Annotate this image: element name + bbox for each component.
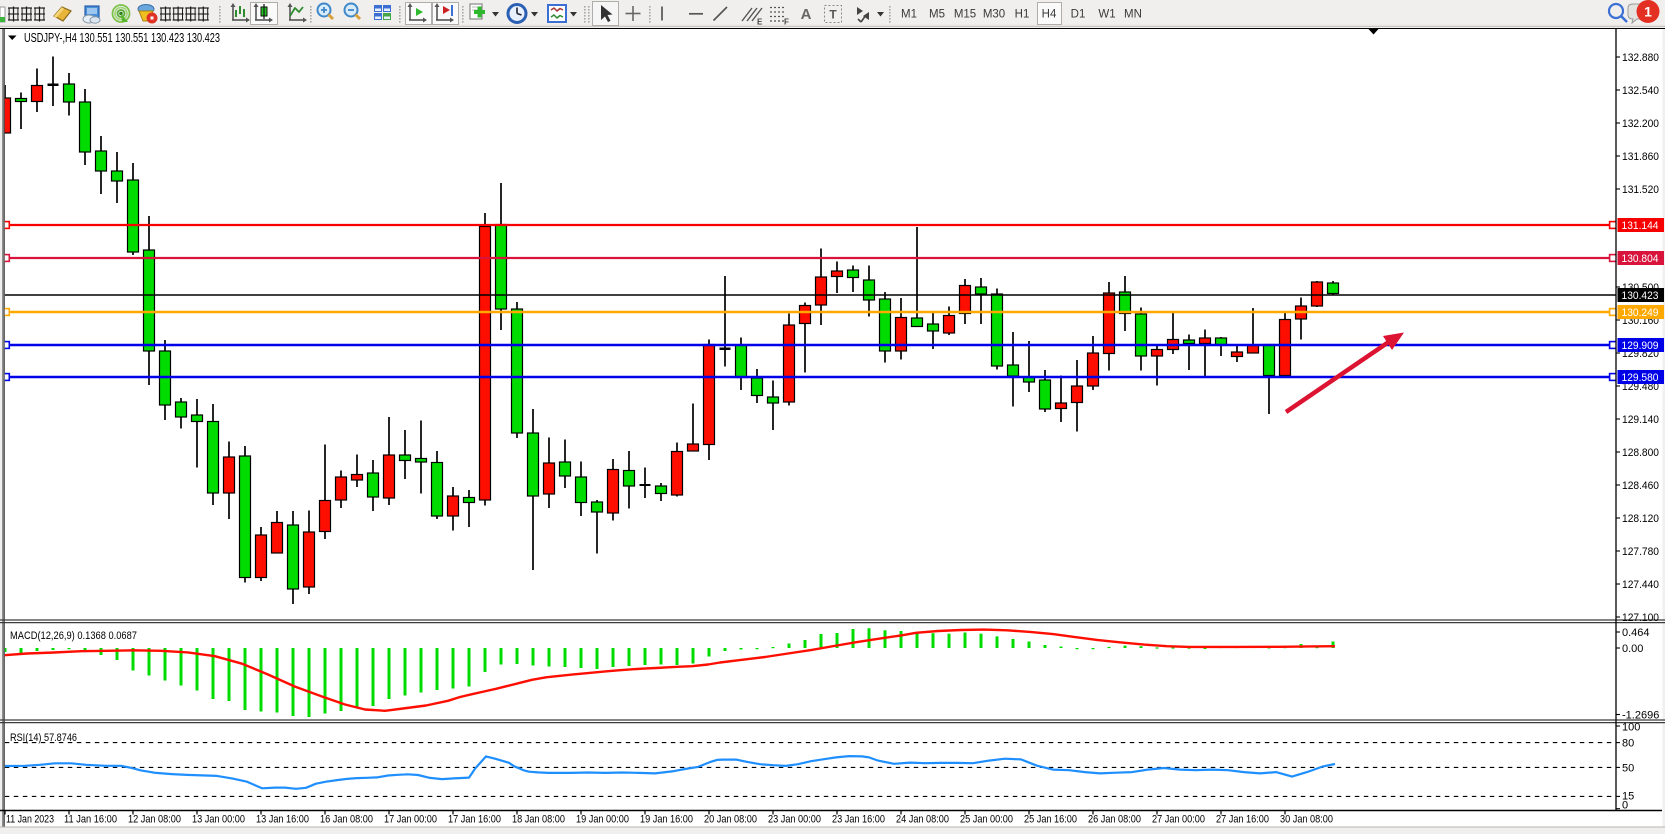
svg-text:13 Jan 16:00: 13 Jan 16:00 xyxy=(256,814,309,826)
svg-text:A: A xyxy=(801,6,812,23)
svg-text:132.200: 132.200 xyxy=(1622,118,1659,130)
svg-text:127.100: 127.100 xyxy=(1622,612,1659,624)
svg-text:131.144: 131.144 xyxy=(1622,220,1659,232)
svg-text:23 Jan 16:00: 23 Jan 16:00 xyxy=(832,814,885,826)
svg-text:18 Jan 08:00: 18 Jan 08:00 xyxy=(512,814,565,826)
svg-text:H1: H1 xyxy=(1015,9,1030,21)
svg-text:27 Jan 16:00: 27 Jan 16:00 xyxy=(1216,814,1269,826)
svg-text:16 Jan 08:00: 16 Jan 08:00 xyxy=(320,814,373,826)
svg-text:T: T xyxy=(829,8,837,22)
svg-text:0.464: 0.464 xyxy=(1622,627,1650,639)
svg-text:130.249: 130.249 xyxy=(1622,307,1659,319)
svg-text:25 Jan 16:00: 25 Jan 16:00 xyxy=(1024,814,1077,826)
svg-text:MN: MN xyxy=(1124,9,1142,21)
svg-text:130.423: 130.423 xyxy=(1622,290,1659,302)
svg-text:MACD(12,26,9) 0.1368 0.0687: MACD(12,26,9) 0.1368 0.0687 xyxy=(10,630,137,642)
svg-text:30 Jan 08:00: 30 Jan 08:00 xyxy=(1280,814,1333,826)
svg-text:13 Jan 00:00: 13 Jan 00:00 xyxy=(192,814,245,826)
svg-text:17 Jan 16:00: 17 Jan 16:00 xyxy=(448,814,501,826)
svg-text:100: 100 xyxy=(1622,722,1640,734)
svg-text:1: 1 xyxy=(1644,4,1652,20)
svg-text:132.540: 132.540 xyxy=(1622,85,1659,97)
svg-text:19 Jan 16:00: 19 Jan 16:00 xyxy=(640,814,693,826)
svg-text:D1: D1 xyxy=(1071,9,1086,21)
svg-text:24 Jan 08:00: 24 Jan 08:00 xyxy=(896,814,949,826)
svg-text:128.460: 128.460 xyxy=(1622,480,1659,492)
svg-text:127.440: 127.440 xyxy=(1622,579,1659,591)
svg-text:131.520: 131.520 xyxy=(1622,184,1659,196)
svg-text:15: 15 xyxy=(1622,791,1634,803)
svg-text:25 Jan 00:00: 25 Jan 00:00 xyxy=(960,814,1013,826)
svg-text:M5: M5 xyxy=(929,9,945,21)
svg-text:128.120: 128.120 xyxy=(1622,513,1659,525)
svg-text:11 Jan 16:00: 11 Jan 16:00 xyxy=(64,814,117,826)
svg-text:RSI(14) 57.8746: RSI(14) 57.8746 xyxy=(10,732,77,744)
svg-text:M15: M15 xyxy=(954,9,976,21)
svg-text:23 Jan 00:00: 23 Jan 00:00 xyxy=(768,814,821,826)
svg-text:USDJPY-,H4 130.551 130.551 13: USDJPY-,H4 130.551 130.551 130.423 130.4… xyxy=(24,31,220,45)
svg-text:H4: H4 xyxy=(1042,9,1057,21)
svg-text:12 Jan 08:00: 12 Jan 08:00 xyxy=(128,814,181,826)
svg-text:128.800: 128.800 xyxy=(1622,447,1659,459)
svg-text:0: 0 xyxy=(1622,800,1628,812)
svg-text:26 Jan 08:00: 26 Jan 08:00 xyxy=(1088,814,1141,826)
svg-text:127.780: 127.780 xyxy=(1622,546,1659,558)
svg-text:50: 50 xyxy=(1622,762,1634,774)
svg-text:0.00: 0.00 xyxy=(1622,643,1643,655)
svg-text:F: F xyxy=(784,18,789,27)
svg-text:129.580: 129.580 xyxy=(1622,372,1659,384)
svg-text:129.140: 129.140 xyxy=(1622,414,1659,426)
svg-text:17 Jan 00:00: 17 Jan 00:00 xyxy=(384,814,437,826)
svg-text:132.880: 132.880 xyxy=(1622,52,1659,64)
svg-text:131.860: 131.860 xyxy=(1622,151,1659,163)
svg-text:129.909: 129.909 xyxy=(1622,340,1659,352)
svg-text:80: 80 xyxy=(1622,738,1634,750)
svg-text:20 Jan 08:00: 20 Jan 08:00 xyxy=(704,814,757,826)
svg-text:19 Jan 00:00: 19 Jan 00:00 xyxy=(576,814,629,826)
svg-text:W1: W1 xyxy=(1098,9,1115,21)
svg-text:-1.2696: -1.2696 xyxy=(1622,710,1659,722)
svg-text:130.804: 130.804 xyxy=(1622,253,1659,265)
svg-text:M30: M30 xyxy=(983,9,1005,21)
svg-text:E: E xyxy=(757,18,763,27)
svg-text:M1: M1 xyxy=(901,9,917,21)
svg-text:11 Jan 2023: 11 Jan 2023 xyxy=(6,814,54,826)
svg-text:27 Jan 00:00: 27 Jan 00:00 xyxy=(1152,814,1205,826)
